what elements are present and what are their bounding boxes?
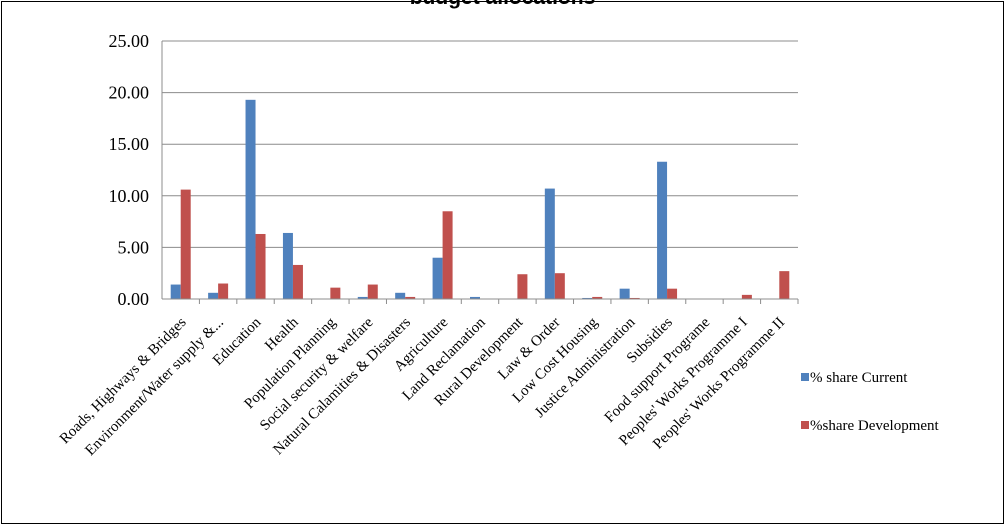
y-tick-label: 5.00 [118, 237, 150, 257]
legend-label: % share Current [810, 370, 908, 386]
bar-current [245, 99, 256, 299]
y-axis-ticks: 0.00 5.00 10.00 15.00 20.00 25.00 [109, 31, 150, 309]
bar-development [330, 287, 341, 299]
bar-current [657, 161, 668, 299]
bar-development [517, 274, 528, 299]
bar-development [629, 297, 640, 299]
x-category-label: Environment/Water supply &... [82, 315, 226, 459]
bar-development [442, 211, 453, 299]
legend-item: %share Development [801, 418, 940, 434]
bar-current [582, 297, 593, 299]
y-tick-label: 0.00 [118, 289, 150, 309]
legend-swatch [801, 373, 809, 381]
bar-current [208, 292, 219, 299]
x-axis-category-labels: Roads, Highways & BridgesEnvironment/Wat… [57, 314, 788, 459]
bar-development [592, 296, 603, 299]
bar-development [218, 283, 229, 299]
axes [161, 41, 799, 304]
legend: % share Current %share Development [801, 370, 940, 434]
legend-item: % share Current [801, 370, 908, 386]
bar-development [741, 294, 752, 299]
bar-development [292, 264, 303, 299]
bar-current [170, 284, 181, 299]
bar-development [255, 233, 266, 299]
y-tick-label: 10.00 [109, 186, 150, 206]
bar-current [395, 292, 406, 299]
x-category-label: Natural Calamities & Disasters [270, 314, 414, 458]
bars [170, 99, 790, 299]
bar-current [619, 288, 630, 299]
bar-development [779, 271, 790, 299]
bar-current [544, 188, 555, 299]
bar-current [357, 296, 368, 299]
y-tick-label: 15.00 [109, 134, 150, 154]
bar-current [470, 296, 480, 299]
bar-development [554, 273, 565, 299]
legend-swatch [801, 421, 809, 429]
y-tick-label: 20.00 [109, 83, 150, 103]
bar-development [667, 288, 678, 299]
legend-label: %share Development [810, 418, 940, 434]
y-tick-label: 25.00 [109, 31, 150, 51]
bar-current [432, 257, 443, 299]
bar-development [367, 284, 378, 299]
bar-current [282, 232, 293, 299]
bar-development [180, 189, 191, 299]
bar-development [405, 296, 416, 299]
chart-title: budget allocations [0, 0, 1005, 10]
